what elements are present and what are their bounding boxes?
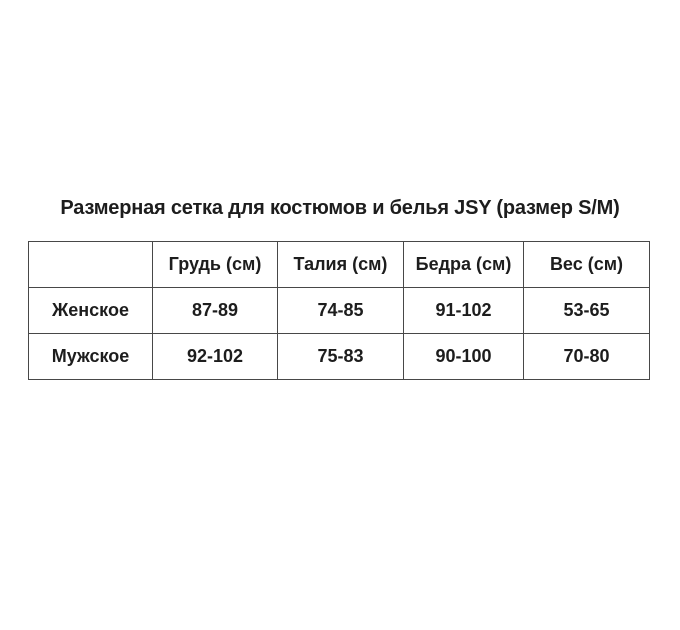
- row-label-female: Женское: [28, 287, 153, 334]
- row-label-male: Мужское: [28, 333, 153, 380]
- column-header-weight: Вес (см): [523, 241, 650, 288]
- cell-male-weight: 70-80: [523, 333, 650, 380]
- table-header-row: Грудь (см) Талия (см) Бедра (см) Вес (см…: [28, 241, 650, 288]
- cell-female-hips: 91-102: [403, 287, 524, 334]
- cell-male-waist: 75-83: [277, 333, 404, 380]
- size-table: Грудь (см) Талия (см) Бедра (см) Вес (см…: [28, 241, 650, 380]
- cell-male-hips: 90-100: [403, 333, 524, 380]
- column-header-chest: Грудь (см): [152, 241, 278, 288]
- column-header-empty: [28, 241, 153, 288]
- table-row-female: Женское 87-89 74-85 91-102 53-65: [28, 287, 650, 334]
- column-header-hips: Бедра (см): [403, 241, 524, 288]
- cell-male-chest: 92-102: [152, 333, 278, 380]
- cell-female-chest: 87-89: [152, 287, 278, 334]
- column-header-waist: Талия (см): [277, 241, 404, 288]
- page-title: Размерная сетка для костюмов и белья JSY…: [60, 197, 620, 219]
- cell-female-waist: 74-85: [277, 287, 404, 334]
- table-row-male: Мужское 92-102 75-83 90-100 70-80: [28, 333, 650, 380]
- cell-female-weight: 53-65: [523, 287, 650, 334]
